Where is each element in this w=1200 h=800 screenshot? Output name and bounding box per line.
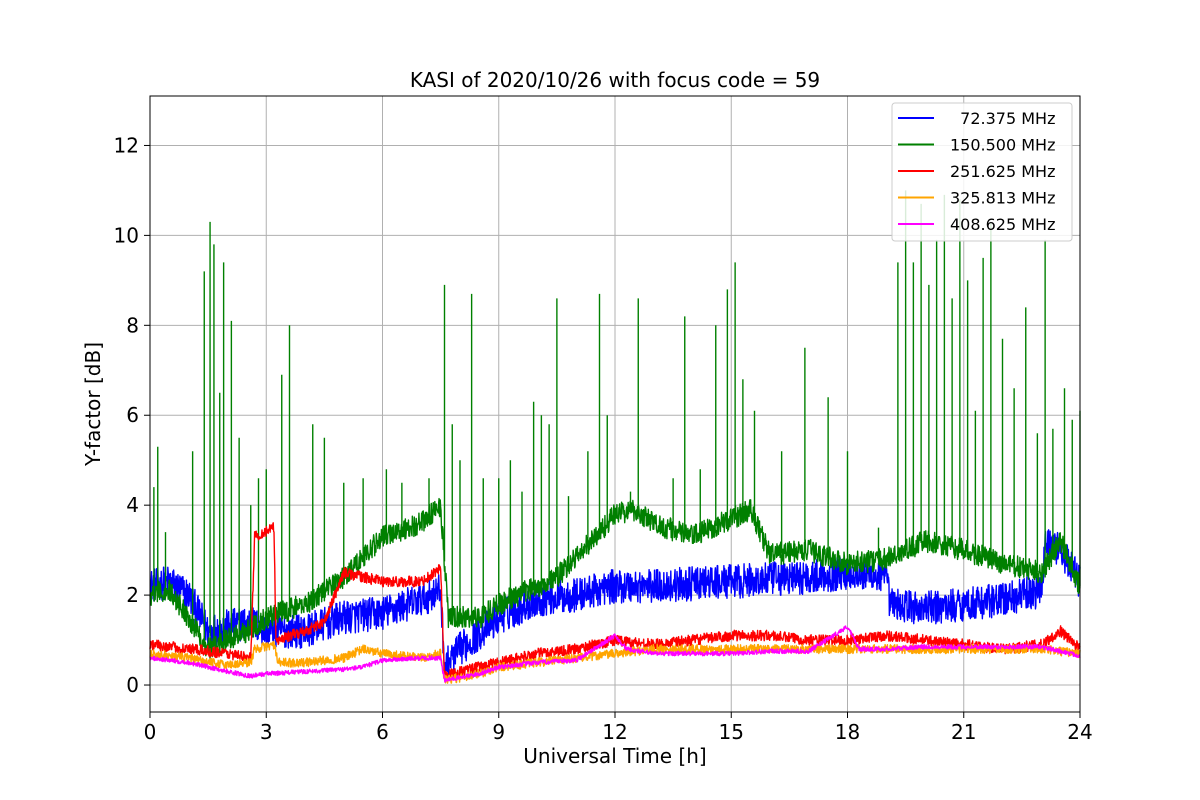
series-line	[149, 625, 1081, 683]
x-tick-label: 18	[835, 720, 860, 744]
x-tick-label: 21	[951, 720, 976, 744]
x-tick-label: 0	[144, 720, 157, 744]
x-tick-label: 12	[602, 720, 627, 744]
legend-label: 150.500 MHz	[950, 136, 1055, 155]
legend-box	[891, 102, 1073, 242]
x-tick-label: 15	[719, 720, 744, 744]
legend: 72.375 MHz 150.500 MHz 251.625 MHz 325.813 …	[891, 102, 1073, 242]
legend-label: 325.813 MHz	[950, 189, 1055, 208]
x-tick-label: 6	[376, 720, 389, 744]
x-axis: 0 3 6 9 12 15 18 21 24	[144, 712, 1093, 744]
legend-label: 72.375 MHz	[950, 109, 1055, 128]
y-axis-label: Y-factor [dB]	[81, 342, 105, 467]
y-tick-label: 6	[126, 403, 139, 427]
y-tick-label: 0	[126, 673, 139, 697]
y-tick-label: 8	[126, 313, 139, 337]
legend-label: 251.625 MHz	[950, 162, 1055, 181]
x-axis-label: Universal Time [h]	[523, 744, 706, 768]
series-layer	[149, 190, 1081, 684]
grid	[149, 96, 1081, 712]
y-tick-label: 4	[126, 493, 139, 517]
legend-label: 408.625 MHz	[950, 215, 1055, 234]
y-tick-label: 2	[126, 583, 139, 607]
y-tick-label: 12	[114, 133, 139, 157]
series-line	[149, 529, 1081, 680]
x-tick-label: 24	[1067, 720, 1092, 744]
y-tick-label: 10	[114, 223, 139, 247]
chart-title: KASI of 2020/10/26 with focus code = 59	[410, 68, 820, 92]
series-line	[149, 640, 1081, 684]
series-line	[149, 190, 1081, 660]
x-tick-label: 3	[260, 720, 273, 744]
x-tick-label: 9	[492, 720, 505, 744]
y-axis: 0 2 4 6 8 10 12	[114, 133, 150, 697]
